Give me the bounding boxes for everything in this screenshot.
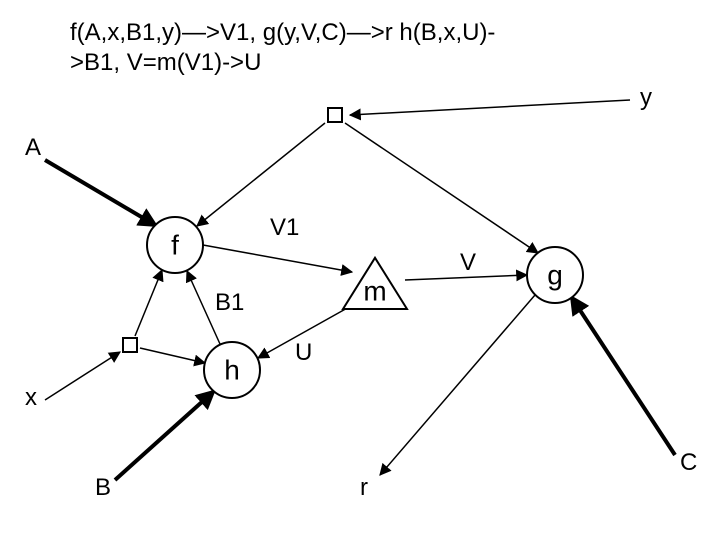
node-f-label: f	[171, 230, 179, 261]
edge-4	[203, 245, 352, 272]
node-f: f	[147, 217, 203, 273]
edge-2	[350, 100, 630, 115]
node-g: g	[527, 247, 583, 303]
node-m-label: m	[363, 276, 386, 307]
edge-3	[345, 123, 538, 253]
title-line-2: >B1, V=m(V1)->U	[70, 49, 261, 76]
edge-12	[380, 295, 535, 475]
label-y: y	[640, 84, 652, 111]
node-h: h	[204, 342, 260, 398]
diagram-canvas: f(A,x,B1,y)—>V1, g(y,V,C)—>r h(B,x,U)- >…	[0, 0, 720, 540]
label-r: r	[360, 474, 368, 501]
edge-0	[45, 160, 155, 225]
edge-label-V: V	[460, 249, 476, 276]
edge-10	[140, 348, 205, 363]
edge-9	[45, 352, 120, 400]
edge-label-B1: B1	[215, 289, 244, 316]
label-C: C	[680, 449, 697, 476]
node-square-left	[123, 338, 137, 352]
node-square-top	[328, 108, 342, 122]
label-B: B	[95, 474, 111, 501]
edge-label-U: U	[295, 339, 312, 366]
edge-label-V1: V1	[270, 214, 299, 241]
node-h-label: h	[224, 355, 240, 386]
edge-1	[197, 123, 325, 226]
label-A: A	[25, 134, 41, 161]
node-m: m	[343, 258, 407, 309]
edge-11	[115, 392, 213, 480]
edge-13	[572, 298, 675, 455]
title-line-1: f(A,x,B1,y)—>V1, g(y,V,C)—>r h(B,x,U)-	[70, 19, 495, 46]
label-x: x	[25, 384, 37, 411]
edge-8	[135, 270, 162, 336]
node-g-label: g	[547, 260, 563, 291]
